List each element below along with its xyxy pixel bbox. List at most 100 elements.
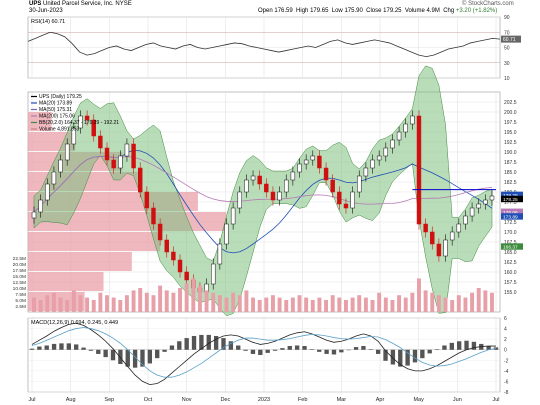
macd-histogram-bar	[37, 346, 42, 350]
volume-bar	[51, 292, 56, 312]
volume-bar	[85, 297, 90, 312]
macd-histogram-bar	[434, 349, 440, 350]
price-label-box	[501, 208, 523, 215]
volume-bar	[124, 295, 129, 312]
macd-histogram-bar	[390, 349, 396, 365]
macd-histogram-bar	[228, 341, 234, 350]
volume-bar	[417, 278, 421, 312]
candle-body	[151, 207, 156, 225]
macd-histogram-bar	[383, 349, 388, 361]
volume-bar	[463, 297, 468, 312]
macd-histogram-bar	[155, 349, 160, 359]
chart-header: UPS United Parcel Service, Inc. NYSE	[29, 1, 132, 7]
macd-histogram-bar	[162, 349, 167, 352]
macd-histogram-bar	[258, 349, 263, 355]
macd-histogram-bar	[405, 349, 410, 366]
candle-body	[164, 239, 169, 253]
candle-body	[284, 179, 289, 193]
volume-bar	[330, 295, 335, 312]
candle-body	[257, 175, 262, 185]
low-value: 175.90	[344, 8, 363, 14]
macd-histogram-bar	[427, 349, 432, 354]
candle-body	[363, 167, 369, 177]
macd-histogram-bar	[339, 349, 344, 353]
legend-entry: Volume 4,891,853	[39, 127, 80, 133]
macd-histogram-bar	[140, 349, 145, 367]
macd-histogram-bar	[398, 349, 403, 367]
volume-bar	[430, 292, 435, 312]
price-tick-label: 190.0	[504, 150, 517, 156]
macd-histogram-bar	[213, 335, 219, 350]
candle-body	[244, 179, 249, 193]
macd-histogram-bar	[147, 349, 153, 364]
volume-bar	[363, 297, 368, 312]
macd-histogram-bar	[125, 349, 130, 367]
volume-bar	[350, 297, 355, 312]
rsi-tick-label: 30	[504, 61, 510, 67]
rsi-line	[27, 31, 501, 58]
macd-histogram-bar	[206, 334, 211, 350]
macd-signal-line	[31, 327, 497, 378]
volume-bar	[270, 295, 275, 312]
volume-tick-label: 20.0M	[13, 262, 26, 268]
price-label-box	[501, 213, 523, 220]
macd-histogram-bar	[243, 349, 248, 351]
volume-bar	[211, 292, 216, 312]
candle-body	[343, 203, 349, 209]
macd-histogram-bar	[287, 346, 292, 350]
volume-bar	[111, 297, 116, 312]
macd-histogram-bar	[375, 349, 381, 354]
candle-body	[483, 199, 488, 205]
macd-histogram-bar	[442, 345, 447, 350]
candle-body	[330, 179, 335, 193]
macd-histogram-bar	[177, 341, 182, 350]
macd-histogram-bar	[236, 345, 241, 350]
price-label: 178.25	[503, 197, 518, 203]
volume-bar	[158, 285, 163, 312]
candle-body	[449, 231, 455, 241]
high-value: 179.65	[310, 8, 329, 14]
volume-profile-bar	[28, 252, 132, 271]
volume-tick-label: 22.5M	[13, 256, 26, 262]
candle-body	[64, 143, 70, 161]
macd-tick-label: -8	[504, 390, 509, 396]
candle-body	[463, 215, 468, 225]
volume-bar	[71, 290, 76, 312]
candle-body	[217, 243, 223, 265]
volume-bar	[264, 297, 269, 312]
candle-body	[31, 211, 37, 219]
macd-histogram-bar	[96, 349, 101, 354]
candle-body	[264, 183, 269, 193]
macd-histogram-bar	[449, 342, 454, 350]
macd-tick-label: -6	[504, 379, 509, 385]
macd-histogram-bar	[66, 343, 72, 350]
macd-histogram-bar	[317, 349, 322, 352]
x-tick-label: May	[413, 397, 424, 403]
volume-bar	[58, 297, 63, 312]
candle-body	[177, 259, 183, 273]
volume-bar	[476, 288, 481, 312]
volume-bar	[436, 295, 441, 312]
macd-histogram-bar	[169, 345, 175, 350]
volume-bar	[38, 300, 43, 312]
price-tick-label: 165.0	[504, 250, 517, 256]
x-tick-label: Feb	[298, 397, 307, 403]
macd-histogram-bar	[184, 338, 189, 350]
price-tick-label: 195.0	[504, 130, 517, 136]
candle-body	[111, 159, 116, 169]
watermark: © StockCharts.com	[462, 1, 514, 7]
price-tick-label: 172.5	[504, 220, 517, 226]
legend-entry: MA(20) 173.89	[39, 101, 72, 107]
candle-body	[84, 115, 90, 121]
macd-tick-label: 6	[504, 316, 507, 322]
macd-tick-label: 2	[504, 337, 507, 343]
close-value: 179.25	[383, 8, 402, 14]
volume-bar	[277, 297, 282, 312]
price-tick-label: 155.0	[504, 290, 517, 296]
volume-bar	[151, 295, 156, 312]
x-tick-label: Dec	[220, 397, 230, 403]
price-tick-label: 157.5	[504, 280, 517, 286]
candle-body	[489, 195, 495, 201]
